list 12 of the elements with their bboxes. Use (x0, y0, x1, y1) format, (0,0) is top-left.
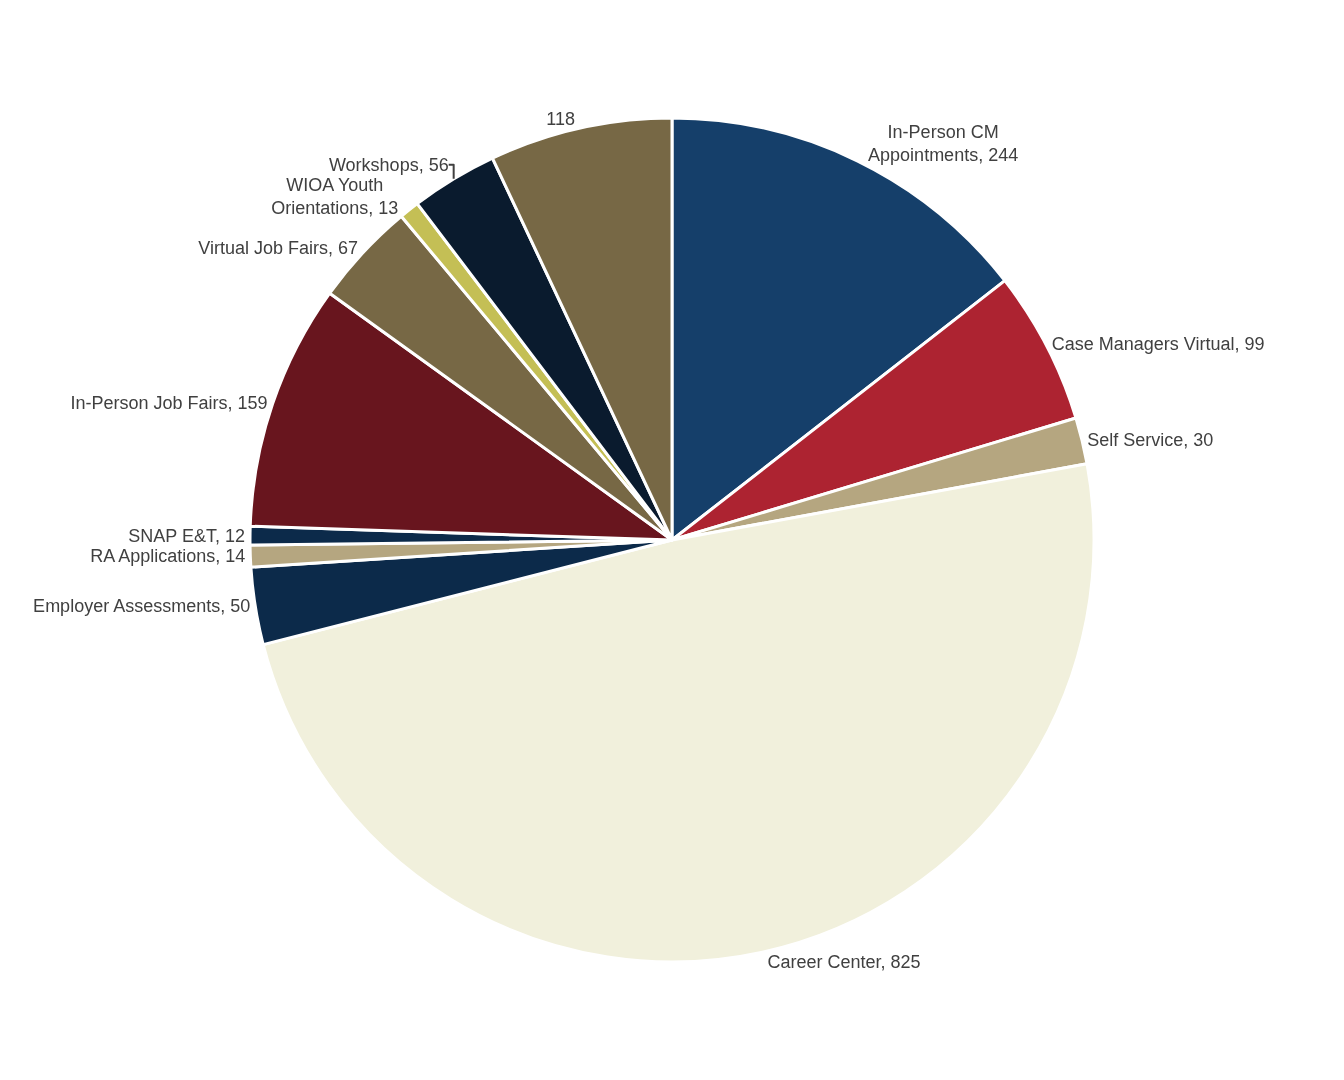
slice-label: WIOA Youth Orientations, 13 (271, 174, 399, 219)
slice-label: Workshops, 56 (328, 154, 449, 175)
slice-label: Case Managers Virtual, 99 (1051, 333, 1265, 354)
slice-label: In-Person CM Appointments, 244 (868, 121, 1019, 165)
slice-label: Employer Assessments, 50 (33, 596, 251, 617)
slice-label: Self Service, 30 (1087, 430, 1214, 451)
slice-label: RA Applications, 14 (90, 546, 246, 567)
data-label: 118 (546, 108, 576, 129)
slice-label: Career Center, 825 (767, 951, 921, 972)
slice-label: In-Person Job Fairs, 159 (70, 392, 268, 413)
slice-label: SNAP E&T, 12 (128, 525, 246, 546)
slice-label: Virtual Job Fairs, 67 (198, 237, 359, 258)
